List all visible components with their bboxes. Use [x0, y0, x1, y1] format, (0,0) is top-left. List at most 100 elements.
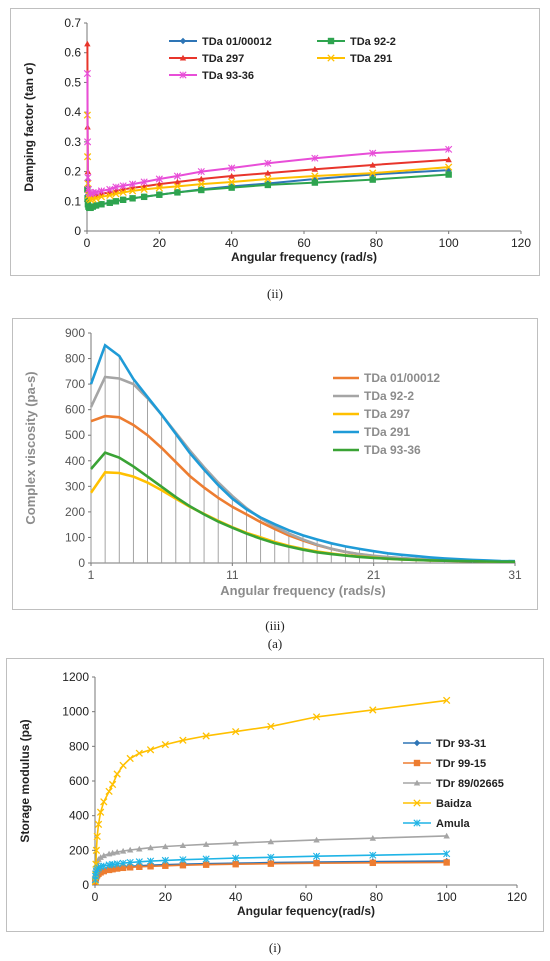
- y-tick-label: 800: [69, 739, 89, 753]
- legend-entry: TDa 291: [333, 425, 410, 439]
- data-point: [92, 188, 100, 196]
- x-tick-label: 40: [229, 890, 243, 904]
- legend-entry: TDa 291: [317, 53, 392, 65]
- x-axis-label: Angular fequency(rad/s): [237, 904, 375, 918]
- data-point: [109, 849, 116, 856]
- data-point: [92, 194, 100, 202]
- legend-entry: TDa 297: [333, 407, 410, 421]
- legend-label: Baidza: [436, 798, 472, 810]
- data-point: [128, 180, 137, 188]
- x-tick-label: 20: [159, 890, 173, 904]
- data-point: [119, 864, 127, 872]
- storage-modulus-chart: 0 200 400 600 800 1000 1200 0 20 40 60 80 100 120 Angu…: [18, 670, 527, 918]
- data-point: [267, 853, 275, 861]
- data-point: [311, 165, 319, 172]
- x-tick-label: 0: [84, 236, 91, 250]
- series-Baidza: [91, 696, 451, 886]
- data-point: [162, 843, 169, 850]
- storage-modulus-chart-panel: 0 200 400 600 800 1000 1200 0 20 40 60 80 100 120 Angu…: [6, 658, 544, 932]
- data-point: [161, 740, 169, 749]
- legend-entry: TDa 92-2: [317, 36, 396, 48]
- data-point: [126, 864, 134, 871]
- legend-entry: Baidza: [403, 798, 472, 810]
- x-tick-label: 60: [297, 236, 311, 250]
- data-point: [173, 182, 182, 191]
- data-point: [228, 178, 236, 186]
- data-point: [232, 839, 239, 846]
- x-tick-label: 100: [437, 890, 457, 904]
- legend-entry: TDa 297: [169, 53, 244, 65]
- data-point: [369, 851, 377, 859]
- legend-marker: [179, 71, 187, 79]
- series-TDa 92-2: [84, 171, 452, 212]
- data-point: [119, 847, 127, 854]
- legend-label: TDa 93-36: [202, 70, 254, 82]
- caption-a: (a): [267, 636, 283, 651]
- data-point: [202, 732, 210, 740]
- legend-marker: [413, 739, 421, 747]
- data-point: [83, 69, 91, 78]
- data-point: [198, 175, 205, 182]
- data-point: [119, 196, 127, 203]
- legend-label: TDa 291: [364, 425, 410, 439]
- data-point: [232, 727, 240, 736]
- legend-label: TDa 297: [202, 53, 244, 65]
- data-point: [89, 203, 96, 210]
- data-point: [135, 858, 143, 866]
- y-tick-label: 200: [69, 843, 89, 857]
- data-point: [313, 859, 320, 867]
- data-point: [106, 185, 114, 193]
- data-point: [113, 865, 121, 872]
- legend-entry: TDa 93-36: [169, 70, 254, 82]
- x-tick-label: 60: [299, 890, 313, 904]
- data-point: [129, 195, 136, 202]
- legend-marker: [413, 759, 421, 767]
- data-point: [119, 761, 127, 770]
- y-tick-label: 300: [65, 479, 85, 493]
- data-point: [313, 836, 320, 843]
- y-tick-label: 0: [78, 556, 85, 570]
- data-point: [198, 186, 205, 194]
- data-point: [369, 706, 377, 714]
- data-point: [106, 191, 114, 200]
- data-point: [147, 863, 154, 870]
- legend-marker: [327, 54, 335, 62]
- data-point: [445, 171, 452, 178]
- data-point: [86, 196, 95, 204]
- data-point: [112, 190, 120, 198]
- x-tick-label: 1: [88, 568, 95, 582]
- legend-marker: [413, 779, 421, 786]
- data-point: [113, 860, 121, 868]
- legend-marker: [179, 37, 187, 45]
- data-point: [228, 164, 236, 172]
- legend-label: TDr 93-31: [436, 738, 486, 750]
- legend-entry: TDr 93-31: [403, 738, 486, 750]
- data-point: [369, 859, 377, 867]
- series-line: [86, 115, 449, 201]
- data-point: [179, 862, 187, 869]
- data-point: [113, 848, 121, 855]
- legend-label: TDa 01/00012: [202, 36, 272, 48]
- y-tick-label: 200: [65, 505, 85, 519]
- data-point: [162, 862, 169, 869]
- data-point: [228, 184, 235, 191]
- data-point: [445, 156, 452, 163]
- data-point: [84, 173, 92, 182]
- data-point: [109, 866, 116, 873]
- data-point: [126, 754, 134, 763]
- series-line: [89, 470, 515, 563]
- data-point: [146, 857, 155, 865]
- x-tick-label: 20: [153, 236, 167, 250]
- data-point: [98, 201, 105, 208]
- data-point: [197, 180, 205, 188]
- y-tick-label: 500: [65, 428, 85, 442]
- legend-entry: Amula: [403, 818, 471, 830]
- legend-label: TDa 01/00012: [364, 371, 440, 385]
- data-point: [92, 846, 101, 854]
- data-point: [369, 161, 376, 168]
- data-point: [96, 808, 105, 816]
- data-point: [97, 854, 104, 860]
- y-tick-label: 100: [65, 530, 85, 544]
- data-point: [100, 867, 107, 875]
- data-point: [228, 172, 235, 179]
